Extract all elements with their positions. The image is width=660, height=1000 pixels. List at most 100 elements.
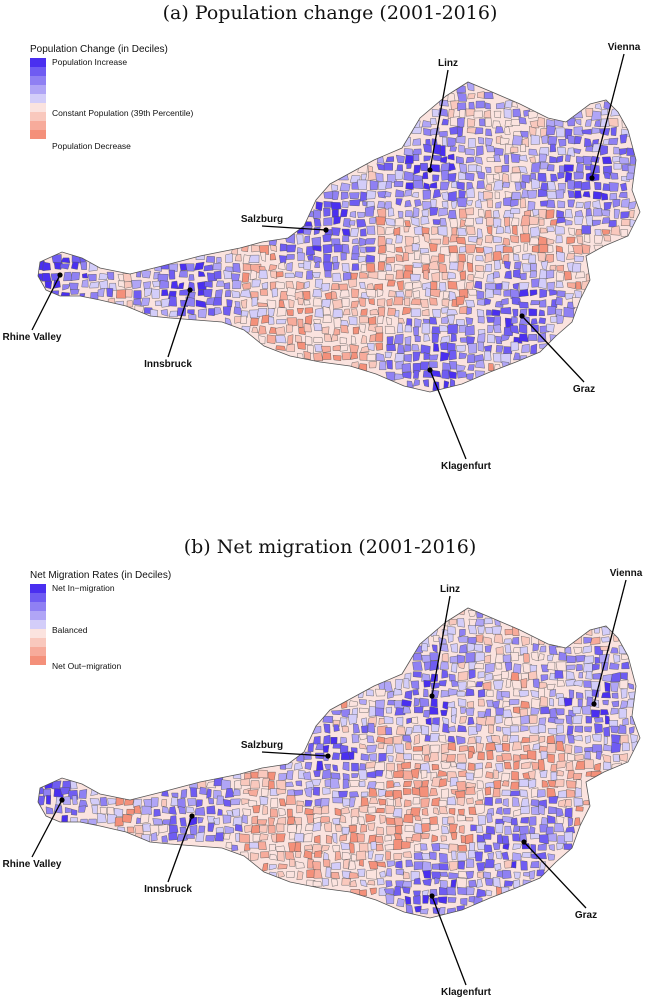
municipality [549,289,557,296]
municipality [519,282,530,291]
municipality [384,790,394,798]
municipality [459,163,468,173]
municipality [485,166,492,174]
municipality [465,707,475,716]
city-marker [429,893,435,899]
municipality [413,370,420,379]
municipality [474,156,483,165]
municipality [404,189,413,197]
municipality [538,147,549,157]
municipality [466,680,477,688]
municipality [626,172,637,181]
municipality [477,698,485,707]
municipality [341,228,351,237]
municipality [530,833,541,840]
municipality [213,817,220,825]
municipality [357,256,367,263]
municipality [279,243,288,252]
municipality [305,335,313,345]
municipality [501,691,510,698]
municipality [320,844,330,852]
municipality [618,645,629,655]
municipality [437,226,448,236]
municipality [242,272,250,283]
municipality [379,814,387,824]
municipality [223,270,232,280]
municipality [457,886,469,896]
municipality [331,334,339,342]
municipality [485,689,494,698]
municipality [547,853,556,861]
municipality [509,146,519,153]
municipality [338,790,348,799]
municipality [474,354,485,362]
municipality [583,680,592,688]
municipality [458,745,469,753]
municipality [325,834,333,844]
municipality [501,671,509,679]
municipality [585,670,593,680]
municipality [549,143,557,153]
municipality [492,788,501,798]
legend-swatch [30,611,46,620]
municipality [322,352,332,360]
municipality [406,717,412,725]
municipality [504,717,513,727]
municipality [349,210,357,218]
municipality [490,734,501,744]
municipality [601,229,611,236]
municipality [564,209,573,219]
municipality [249,269,257,281]
municipality [521,737,531,744]
municipality [295,780,303,787]
municipality [565,679,576,687]
municipality [420,843,428,851]
municipality [396,280,404,291]
municipality [467,364,475,371]
municipality [465,786,476,795]
municipality [306,345,314,354]
municipality [608,219,617,228]
municipality [600,192,609,201]
municipality [294,842,302,853]
municipality [422,189,432,200]
municipality [447,735,456,743]
municipality [379,360,387,370]
municipality [485,183,493,192]
municipality [403,297,411,307]
municipality [365,254,375,263]
municipality [386,360,393,370]
municipality [540,182,548,191]
municipality [386,298,393,307]
municipality [376,826,384,835]
municipality [312,297,323,307]
municipality [421,823,430,833]
municipality [385,256,395,264]
municipality [574,135,582,145]
municipality [404,154,414,165]
municipality [500,353,512,364]
municipality [185,834,195,839]
municipality [386,279,396,287]
municipality [547,833,557,842]
municipality [529,237,540,246]
municipality [529,156,536,163]
municipality [439,805,448,815]
municipality [398,317,405,324]
municipality [476,238,483,246]
municipality [284,233,296,244]
municipality [259,252,266,262]
municipality [197,308,208,319]
city-leader-line [429,369,467,460]
municipality [358,805,369,813]
municipality [594,103,603,110]
municipality [484,350,492,361]
municipality [402,787,412,796]
municipality [484,844,493,853]
municipality [512,663,522,674]
municipality [577,698,583,708]
municipality [513,269,521,279]
municipality [540,706,551,715]
municipality [467,736,476,745]
municipality [458,144,465,153]
